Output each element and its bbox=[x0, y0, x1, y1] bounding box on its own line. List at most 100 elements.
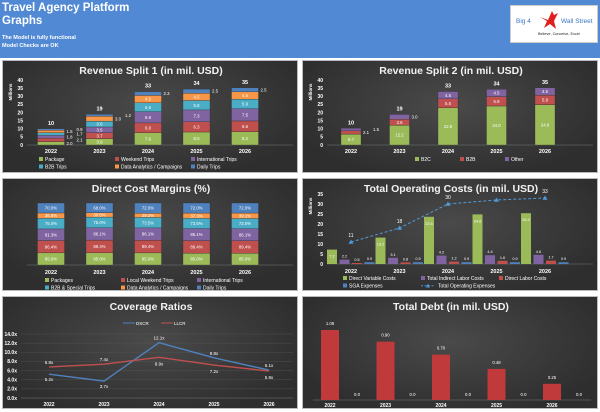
x-tick-label: 2026 bbox=[239, 270, 251, 276]
x-tick-label: 2025 bbox=[208, 402, 219, 408]
bar-sga-expenses bbox=[558, 262, 569, 264]
x-tick-label: 2025 bbox=[490, 149, 502, 155]
data-label: 0.48 bbox=[492, 360, 501, 365]
data-label: 6.0 bbox=[145, 125, 152, 130]
bar-segment-daily-trips bbox=[37, 202, 65, 214]
model-status: The Model is fully functional Model Chec… bbox=[2, 35, 76, 50]
x-tick-label: 2026 bbox=[546, 403, 557, 409]
red-eagle-icon bbox=[540, 11, 558, 29]
y-tick-label: 40 bbox=[17, 78, 23, 84]
triangle-marker bbox=[494, 197, 499, 202]
chart-svg: Total Operating Costs (in mil. USD) 0 5 10 1… bbox=[308, 183, 593, 290]
chart-svg: Revenue Split 2 (in mil. USD)05101520253… bbox=[308, 65, 593, 163]
legend-label: Direct Labor Costs bbox=[505, 276, 547, 282]
bar-segment-daily-trips bbox=[134, 91, 162, 96]
x-tick-label: 2023 bbox=[393, 149, 405, 155]
y-axis-label: Millions bbox=[8, 83, 13, 100]
data-label: 1.2 bbox=[125, 113, 132, 118]
legend-label: Direct Variable Costs bbox=[349, 276, 396, 282]
legend-swatch bbox=[343, 283, 347, 288]
legend-swatch bbox=[499, 276, 503, 280]
bar-direct-variable-costs bbox=[375, 237, 386, 264]
title-line-2: Graphs bbox=[2, 15, 43, 27]
data-label: 5.8 bbox=[494, 99, 501, 104]
data-label: 2.2 bbox=[342, 255, 347, 259]
data-label: 4.5 bbox=[494, 91, 501, 96]
chart-total-operating-costs: Total Operating Costs (in mil. USD) 0 5 10 1… bbox=[302, 178, 598, 291]
bar-segment-daily-trips bbox=[182, 202, 211, 214]
data-label: 12.2 bbox=[395, 133, 404, 138]
bar-segment-b2b bbox=[340, 130, 362, 135]
y-tick-label: 25 bbox=[317, 102, 323, 108]
data-label: 0.9 bbox=[415, 257, 420, 261]
y-tick-label: 35 bbox=[317, 86, 323, 92]
data-label: 0.0 bbox=[410, 392, 417, 397]
triangle-marker bbox=[542, 195, 548, 200]
data-label: 0.90 bbox=[381, 333, 390, 338]
chart-svg: Direct Cost Margins (%) 85.0% 86.4% 81.3% 75… bbox=[27, 183, 293, 292]
data-label: 7.2x bbox=[210, 369, 219, 374]
y-tick-label: 5 bbox=[320, 252, 323, 258]
legend-swatch bbox=[121, 285, 125, 290]
legend-label: International Trips bbox=[203, 278, 243, 284]
y-tick-label: 35 bbox=[17, 86, 23, 92]
legend-swatch bbox=[45, 278, 49, 282]
bar-segment-other bbox=[340, 128, 362, 131]
x-tick-label: 2023 bbox=[98, 402, 109, 408]
data-label: 13.2 bbox=[377, 243, 384, 247]
data-label: 22.9 bbox=[444, 124, 453, 129]
data-label: 4.6 bbox=[536, 250, 541, 254]
logo-right-text: Wall Street bbox=[561, 18, 593, 25]
total-label: 10 bbox=[348, 120, 354, 126]
x-tick-label: 2024 bbox=[442, 269, 455, 275]
x-tick-label: 2024 bbox=[142, 270, 155, 276]
logo-left-text: Big 4 bbox=[516, 18, 531, 25]
y-tick-label: 0 bbox=[320, 143, 323, 149]
data-label: 0.0 bbox=[521, 392, 528, 397]
data-label: 3.0 bbox=[412, 114, 419, 119]
data-label: 5.8 bbox=[194, 103, 201, 108]
y-tick-label: 25 bbox=[317, 212, 323, 218]
debt-bar bbox=[376, 341, 395, 400]
data-label: 5.9x bbox=[265, 375, 274, 380]
legend-label: LLCR bbox=[174, 321, 186, 326]
bar-segment-daily-trips bbox=[134, 202, 162, 214]
y-tick-label: 0.0x bbox=[7, 396, 17, 402]
y-axis-label: Millions bbox=[308, 83, 313, 100]
legend-label: International Trips bbox=[197, 157, 237, 163]
legend-label: B2B bbox=[466, 157, 476, 163]
chart-total-debt: Total Debt (in mil. USD) 1.08 0.0 2022 0.90 0… bbox=[302, 296, 598, 409]
total-label: 19 bbox=[96, 106, 102, 112]
data-label: 0.70 bbox=[437, 346, 446, 351]
y-tick-label: 30 bbox=[317, 94, 323, 100]
data-label: 30.5% bbox=[93, 212, 105, 217]
data-label: 0.9 bbox=[512, 257, 517, 261]
chart-svg: Coverage Ratios 0.0x 2.0x 4.0x 6.0x 8.0x 10.0x… bbox=[4, 301, 293, 408]
total-label: 10 bbox=[48, 121, 54, 127]
legend-swatch bbox=[197, 285, 201, 290]
legend-label: B2C bbox=[421, 157, 431, 163]
data-label: 5.9 bbox=[542, 98, 549, 103]
llcr-line bbox=[48, 356, 270, 372]
bar-segment-other bbox=[534, 87, 556, 96]
data-label: 3.1 bbox=[390, 253, 395, 257]
x-tick-label: 2024 bbox=[435, 403, 446, 409]
bar-segment-weekend-trips bbox=[37, 138, 65, 142]
data-label: 1.08 bbox=[326, 321, 335, 326]
data-label: 7.6 bbox=[145, 136, 152, 141]
big4-logo: Big 4 Wall Street Believe, Conceive, Exc… bbox=[510, 5, 598, 43]
y-tick-label: 10 bbox=[317, 242, 323, 248]
legend-label: B2B & Special Trips bbox=[51, 286, 96, 292]
y-tick-label: 35 bbox=[317, 192, 323, 198]
legend-swatch bbox=[115, 157, 119, 161]
legend-label: Weekend Trips bbox=[121, 157, 155, 163]
title-line-1: Travel Agency Platform bbox=[2, 2, 130, 14]
data-label: 12.1x bbox=[153, 336, 165, 341]
y-tick-label: 10 bbox=[17, 127, 23, 133]
total-label: 34 bbox=[493, 81, 500, 87]
line-data-label: 18 bbox=[397, 219, 403, 225]
bar-sga-expenses bbox=[413, 262, 423, 264]
data-label: 6.6 bbox=[242, 124, 249, 129]
x-tick-label: 2022 bbox=[43, 402, 54, 408]
y-tick-label: 10.0x bbox=[4, 350, 17, 356]
